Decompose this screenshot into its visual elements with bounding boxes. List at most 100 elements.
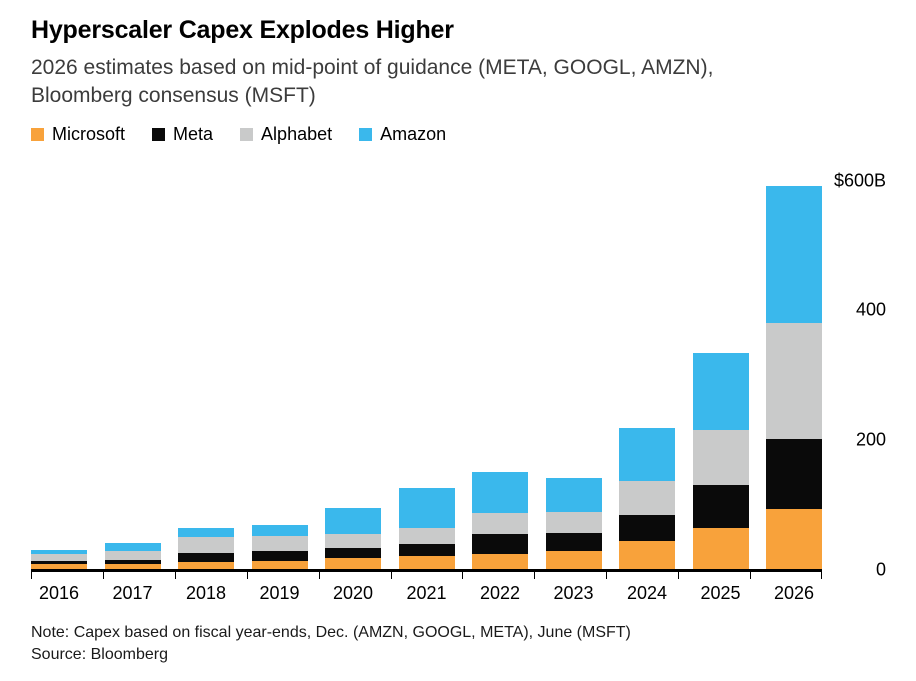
x-axis-label-2025: 2025 [700, 582, 741, 603]
bar-2024 [619, 181, 675, 570]
chart-source: Source: Bloomberg [31, 645, 168, 663]
y-axis-label-200: 200 [855, 429, 886, 450]
axis-tick [606, 571, 608, 579]
bar-segment-amazon-2019 [251, 524, 308, 536]
legend-item-meta: Meta [152, 124, 213, 145]
x-axis-label-2024: 2024 [626, 582, 668, 603]
chart-note: Note: Capex based on fiscal year-ends, D… [31, 623, 631, 641]
y-axis-label-0: 0 [875, 559, 886, 580]
bar-segment-meta-2019 [251, 550, 308, 561]
bar-segment-microsoft-2020 [325, 558, 381, 570]
bar-2025 [692, 181, 749, 570]
chart-subtitle: 2026 estimates based on mid-point of gui… [31, 55, 714, 107]
bar-segment-amazon-2026 [766, 186, 822, 323]
bar-2016 [31, 181, 87, 570]
x-axis-label-2018: 2018 [185, 582, 227, 603]
plot-area [31, 181, 822, 579]
axis-tick [678, 571, 680, 579]
legend: Microsoft Meta Alphabet Amazon [31, 124, 886, 145]
stacked-bar-chart: 2016 2017 2018 2019 2020 2021 2022 2023 2024 2025… [31, 167, 886, 604]
bar-segment-meta-2017 [104, 559, 161, 564]
bar-segment-microsoft-2024 [619, 540, 675, 570]
bar-2019 [251, 181, 308, 570]
bar-2018 [178, 181, 234, 570]
bar-segment-alphabet-2019 [251, 535, 308, 551]
bar-segment-microsoft-2022 [472, 554, 528, 570]
axis-tick [246, 571, 248, 579]
bar-segment-microsoft-2025 [692, 527, 749, 570]
bar-segment-amazon-2018 [178, 528, 234, 537]
legend-swatch-amazon [359, 127, 373, 141]
bar-segment-meta-2020 [325, 548, 381, 559]
axis-tick [534, 571, 536, 579]
bar-segment-amazon-2017 [104, 543, 161, 552]
bar-segment-amazon-2025 [692, 353, 749, 430]
y-axis-label-600: $600B [833, 170, 886, 191]
bar-segment-alphabet-2022 [472, 513, 528, 534]
axis-tick [750, 571, 752, 579]
legend-item-microsoft: Microsoft [31, 124, 125, 145]
bar-segment-alphabet-2026 [766, 322, 822, 440]
bar-segment-microsoft-2019 [251, 560, 308, 570]
bar-segment-microsoft-2021 [398, 556, 455, 570]
x-axis-label-2020: 2020 [332, 582, 374, 603]
x-axis-label-2026: 2026 [773, 582, 815, 603]
y-axis-label-400: 400 [855, 299, 886, 320]
bar-segment-meta-2023 [545, 533, 602, 552]
x-axis-line [31, 568, 822, 572]
axis-tick [462, 571, 464, 579]
bar-segment-meta-2018 [178, 553, 234, 563]
bar-segment-meta-2016 [31, 560, 87, 564]
bar-segment-amazon-2023 [545, 478, 602, 513]
bar-segment-meta-2022 [472, 533, 528, 555]
bar-segment-alphabet-2023 [545, 512, 602, 534]
axis-tick [821, 571, 822, 579]
bars [31, 181, 822, 570]
x-axis-label-2017: 2017 [112, 582, 153, 603]
axis-tick [174, 571, 176, 579]
bar-segment-microsoft-2017 [104, 563, 161, 570]
bar-segment-meta-2026 [766, 439, 822, 509]
bar-segment-amazon-2020 [325, 507, 381, 534]
bar-segment-microsoft-2016 [31, 563, 87, 570]
bar-2021 [398, 181, 455, 570]
legend-label: Amazon [380, 123, 447, 144]
x-axis-label-2016: 2016 [38, 582, 80, 603]
bar-segment-meta-2021 [398, 543, 455, 557]
axis-tick [318, 571, 320, 579]
legend-swatch-alphabet [240, 127, 254, 141]
bar-segment-amazon-2021 [398, 488, 455, 528]
legend-swatch-meta [152, 127, 166, 141]
bar-2020 [325, 181, 381, 570]
bar-segment-alphabet-2021 [398, 527, 455, 544]
legend-item-amazon: Amazon [359, 124, 446, 145]
bar-2022 [472, 181, 528, 570]
x-axis-labels: 2016 2017 2018 2019 2020 2021 2022 2023 2024 2025… [31, 583, 822, 604]
bar-segment-microsoft-2023 [545, 551, 602, 570]
x-axis-label-2019: 2019 [259, 582, 300, 603]
bar-2023 [545, 181, 602, 570]
bar-segment-meta-2025 [692, 484, 749, 528]
bar-segment-amazon-2024 [619, 427, 675, 482]
axis-tick [31, 571, 32, 579]
axis-tick [102, 571, 104, 579]
bar-2017 [104, 181, 161, 570]
x-axis-label-2021: 2021 [406, 582, 447, 603]
chart-title: Hyperscaler Capex Explodes Higher [31, 16, 454, 44]
bar-segment-microsoft-2018 [178, 562, 234, 570]
bar-segment-alphabet-2016 [31, 554, 87, 561]
legend-item-alphabet: Alphabet [240, 124, 332, 145]
bar-segment-amazon-2016 [31, 549, 87, 555]
bar-segment-meta-2024 [619, 515, 675, 541]
x-axis-label-2022: 2022 [479, 582, 521, 603]
bar-segment-alphabet-2020 [325, 533, 381, 549]
bar-segment-alphabet-2017 [104, 551, 161, 560]
legend-swatch-microsoft [31, 127, 44, 141]
bar-segment-amazon-2022 [472, 472, 528, 514]
legend-label: Alphabet [261, 123, 333, 144]
bar-segment-alphabet-2018 [178, 536, 234, 554]
bar-segment-alphabet-2025 [692, 429, 749, 485]
bar-2026 [766, 181, 822, 570]
axis-tick [390, 571, 392, 579]
